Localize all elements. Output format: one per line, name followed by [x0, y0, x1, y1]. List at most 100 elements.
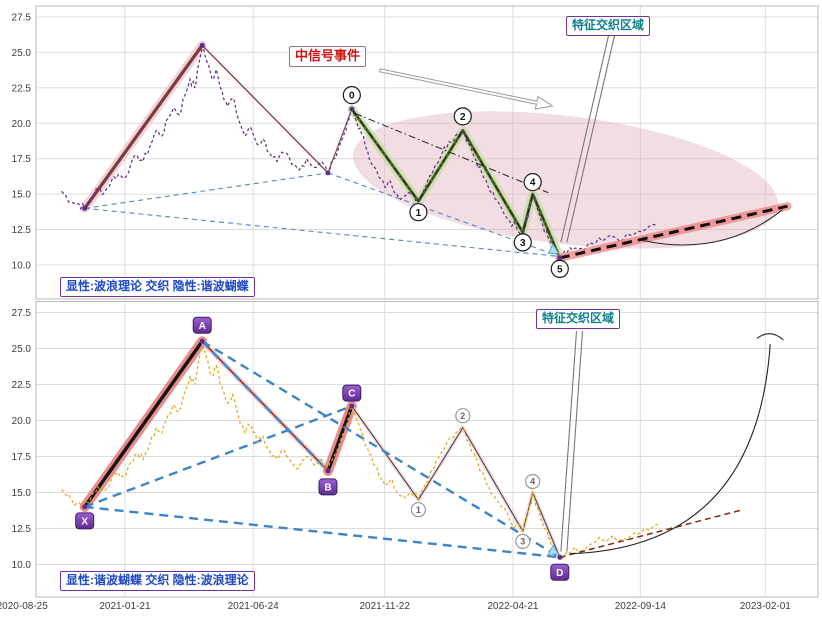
forecast-arc [641, 209, 783, 246]
y-tick-label: 22.5 [12, 380, 32, 391]
y-tick-label: 15.0 [12, 488, 32, 499]
ad-trendline [201, 340, 561, 559]
wave-label-circle [410, 502, 426, 518]
harmonic-point-marker [318, 478, 338, 496]
zone-marker-line [566, 331, 584, 552]
harmonic-point-marker [192, 316, 212, 334]
y-tick-label: 25.0 [12, 344, 32, 355]
ab-leg [201, 44, 329, 174]
y-tick-label: 15.0 [12, 190, 32, 201]
signal-triangle-marker [547, 544, 560, 555]
y-tick-label: 22.5 [12, 83, 32, 94]
elliott-wave-panel: 27.5 25.0 22.5 20.0 17.5 15.0 12.5 10.0 0 1 2 3 4 5 [12, 5, 819, 300]
pivot-dot [349, 403, 355, 409]
xc-trendline [84, 404, 353, 509]
wave-label-text: 4 [530, 178, 536, 189]
d-forecast [559, 509, 740, 559]
harmonic-point-marker [550, 563, 570, 581]
harmonic-point-letter: C [348, 389, 355, 400]
panel-border [35, 5, 819, 300]
highlight-ellipse [352, 111, 779, 249]
b-to-0 [327, 108, 353, 174]
y-tick-label: 27.5 [12, 308, 32, 319]
channel-dashdot [354, 112, 549, 194]
y-tick-label: 25.0 [12, 48, 32, 59]
y-tick-label: 20.0 [12, 119, 32, 130]
legend-label-bottom: 显性:谐波蝴蝶 交织 隐性:波浪理论 [60, 571, 255, 591]
signal-arrow [378, 68, 554, 110]
xa-leg [83, 44, 204, 210]
harmonic-point-letter: X [81, 516, 88, 527]
wave-label-text: 0 [349, 91, 355, 102]
wave-label-text: 1 [416, 208, 422, 219]
wave-label-circle [342, 86, 361, 105]
projection-arc [570, 344, 771, 555]
pivot-dot [325, 170, 331, 176]
cd-zigzag [351, 405, 561, 558]
trendline-x-b [84, 172, 329, 209]
wave-label-text: 5 [557, 264, 563, 275]
pivot-dot [557, 554, 563, 560]
xd-trendline [84, 505, 560, 559]
price-series [61, 341, 658, 561]
wave-label-circle [515, 533, 531, 549]
zone-marker-line [566, 35, 616, 243]
harmonic-point-letter: A [199, 321, 206, 332]
harmonic-point-letter: D [556, 568, 563, 579]
bc-leg [326, 405, 354, 472]
harmonic-point-letter: B [324, 482, 331, 493]
zone-marker-line [560, 35, 610, 243]
wave-label-circle [525, 473, 541, 490]
forecast-line [559, 204, 788, 260]
pivot-dot [349, 106, 355, 112]
wave-label-circle [523, 173, 542, 192]
wave-label-circle [455, 408, 471, 424]
zone-label-top: 特征交织区域 [566, 16, 651, 36]
legend-label-top: 显性:波浪理论 交织 隐性:谐波蝴蝶 [60, 277, 255, 297]
signal-triangle-marker [547, 243, 560, 254]
x-tick-label: 2023-02-01 [740, 601, 792, 612]
xa-leg [83, 340, 204, 508]
y-tick-label: 20.0 [12, 416, 32, 427]
signal-event-label: 中信号事件 [289, 46, 367, 67]
y-tick-label: 12.5 [12, 524, 32, 535]
x-tick-label: 2020-08-25 [0, 601, 48, 612]
y-tick-label: 10.0 [12, 560, 32, 571]
wave-label-text: 2 [460, 112, 466, 123]
wave-label-circle [453, 107, 472, 126]
ab-trendline [201, 340, 329, 472]
wave-label-circle [513, 233, 532, 252]
wave-label-text: 3 [520, 238, 526, 249]
wave-dashdot [351, 108, 561, 259]
pivot-dot [199, 42, 205, 48]
pivot-dot [557, 255, 563, 261]
wave-label-text: 2 [460, 411, 465, 421]
wave-label-circle [409, 203, 428, 222]
zone-marker-line [560, 331, 578, 552]
pivot-dot [199, 338, 205, 344]
y-tick-label: 10.0 [12, 260, 32, 271]
x-tick-label: 2022-04-21 [487, 601, 539, 612]
harmonic-panel: 27.5 25.0 22.5 20.0 17.5 15.0 12.5 10.0 1 2 3 4 X A B C… [12, 301, 819, 598]
trendline-x-5 [84, 207, 560, 258]
y-tick-label: 17.5 [12, 154, 32, 165]
x-tick-label: 2021-06-24 [228, 601, 280, 612]
y-tick-label: 27.5 [12, 13, 32, 24]
y-tick-label: 12.5 [12, 225, 32, 236]
pivot-dot [325, 468, 331, 474]
zone-label-bottom: 特征交织区域 [536, 309, 621, 329]
pivot-dot [82, 205, 88, 211]
harmonic-point-marker [75, 512, 95, 530]
wave-label-circle [550, 259, 569, 278]
panel-border [35, 301, 819, 598]
x-tick-label: 2021-11-22 [359, 601, 410, 612]
pivot-dot [82, 504, 88, 510]
x-tick-label: 2021-01-21 [99, 601, 151, 612]
wave-label-text: 4 [530, 477, 535, 487]
x-tick-label: 2022-09-14 [615, 601, 667, 612]
wave-label-text: 1 [416, 505, 421, 515]
arc-cap [756, 333, 784, 341]
price-series [61, 45, 658, 259]
